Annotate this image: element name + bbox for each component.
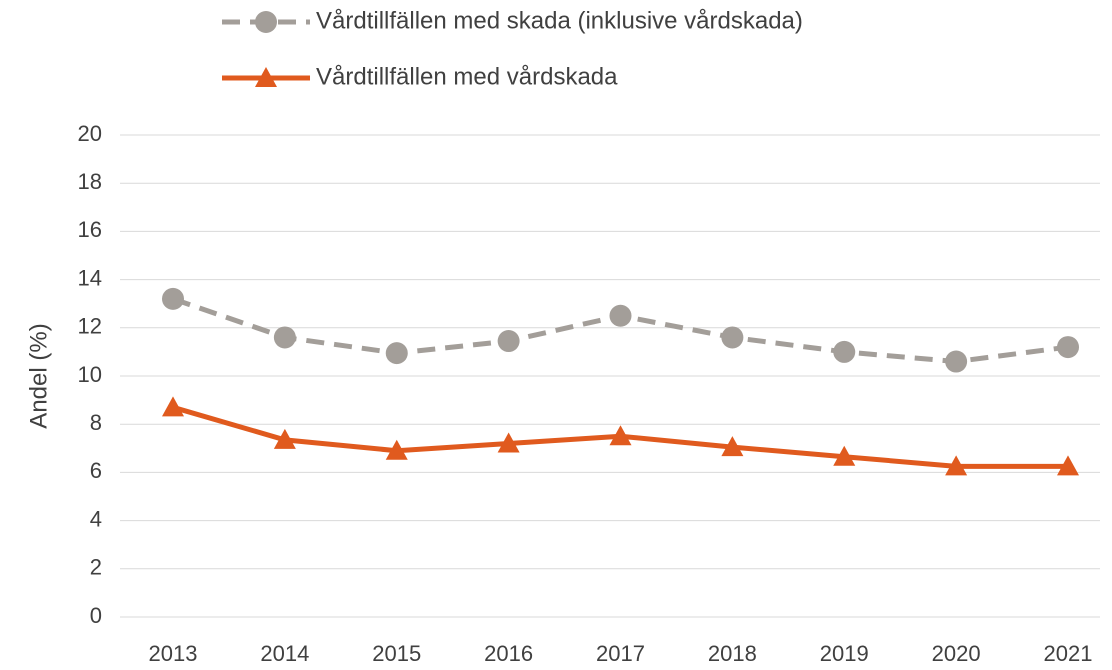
y-axis-label: Andel (%) [25, 323, 52, 428]
point [833, 445, 856, 466]
x-tick-label: 2016 [484, 641, 533, 666]
y-tick-label: 16 [78, 217, 102, 242]
point [273, 326, 296, 349]
x-tick-label: 2015 [372, 641, 421, 666]
point [385, 342, 408, 365]
y-tick-label: 2 [90, 555, 102, 580]
point [945, 455, 968, 476]
y-tick-label: 0 [90, 603, 102, 628]
point [273, 428, 296, 449]
point [1057, 336, 1079, 359]
point [255, 67, 277, 87]
y-tick-label: 10 [78, 362, 102, 387]
point [609, 425, 632, 446]
point [497, 432, 520, 453]
point [162, 287, 184, 310]
x-tick-label: 2013 [149, 641, 198, 666]
point [609, 304, 632, 327]
y-tick-label: 18 [78, 169, 102, 194]
point [497, 330, 520, 353]
x-tick-label: 2019 [820, 641, 869, 666]
x-tick-label: 2014 [260, 641, 309, 666]
point [1057, 455, 1079, 476]
y-tick-label: 20 [78, 121, 102, 146]
point [162, 396, 184, 417]
point [255, 11, 277, 33]
point [721, 326, 744, 349]
y-tick-label: 8 [90, 410, 102, 435]
y-tick-label: 4 [90, 506, 102, 531]
x-tick-label: 2020 [932, 641, 981, 666]
x-tick-label: 2021 [1044, 641, 1093, 666]
y-tick-label: 12 [78, 314, 102, 339]
legend-label: Vårdtillfällen med vårdskada [316, 63, 618, 90]
legend-label: Vårdtillfällen med skada (inklusive vård… [316, 7, 803, 34]
y-tick-label: 14 [78, 265, 102, 290]
y-tick-label: 6 [90, 458, 102, 483]
point [721, 436, 744, 457]
point [945, 350, 968, 373]
x-tick-label: 2017 [596, 641, 645, 666]
point [833, 340, 856, 363]
point [385, 439, 408, 460]
x-tick-label: 2018 [708, 641, 757, 666]
